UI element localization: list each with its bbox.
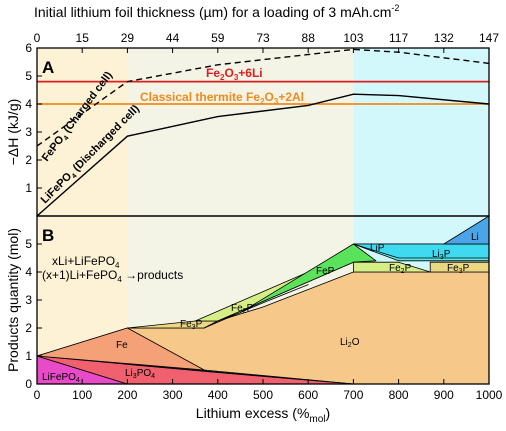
a-ytick-label-5: 5 <box>25 69 32 83</box>
label-fe: Fe <box>116 340 128 351</box>
label-li3po4: Li3PO4 <box>125 368 155 380</box>
label-fep: FeP <box>316 266 335 277</box>
top-axis-label: Initial lithium foil thickness (µm) for … <box>34 3 399 20</box>
bottom-tick-label-1: 100 <box>72 388 92 402</box>
bottom-tick-label-4: 400 <box>208 388 228 402</box>
panel-b-ylabel: Products quantity (mol) <box>5 228 21 372</box>
panel-b-product-areas <box>36 215 490 385</box>
bottom-tick-label-3: 300 <box>163 388 183 402</box>
panel-a-lines <box>36 48 490 217</box>
panel-a-background-regions <box>37 48 489 216</box>
bottom-tick-label-8: 800 <box>389 388 409 402</box>
top-axis-label-sup: -2 <box>391 3 399 13</box>
top-axis-label-main: Initial lithium foil thickness (µm) for … <box>34 4 391 20</box>
bottom-tick-label-10: 1000 <box>476 388 503 402</box>
panel-b-letter: B <box>42 226 54 245</box>
bottom-tick-label-7: 700 <box>343 388 363 402</box>
b-ytick-label-1: 1 <box>25 349 32 363</box>
bottom-axis-label: Lithium excess (%mol) <box>196 405 330 425</box>
label-li3p: Li3P <box>432 249 451 261</box>
thermite-label: Classical thermite Fe2O3+2Al <box>140 90 304 106</box>
product-labels: LiFePO4 Li3PO4 Fe Fe3P Fe2P FeP Li2O LiP… <box>42 232 479 384</box>
a-ytick-label-1: 1 <box>25 181 32 195</box>
b-ytick-label-5: 5 <box>25 237 32 251</box>
top-tick-label-9: 132 <box>434 31 454 45</box>
top-tick-label-4: 59 <box>211 31 225 45</box>
bottom-tick-label-6: 600 <box>298 388 318 402</box>
bottom-tick-label-2: 200 <box>117 388 137 402</box>
top-tick-label-10: 147 <box>479 31 499 45</box>
b-ytick-label-2: 2 <box>25 321 32 335</box>
top-tick-label-3: 44 <box>166 31 180 45</box>
reaction-line-2: (x+1)Li+FePO4 →products <box>42 268 183 284</box>
bgA-grey-region <box>127 48 354 216</box>
area-fep <box>217 243 377 322</box>
series-line-0 <box>36 48 490 147</box>
bgA-yellow-region <box>37 48 128 216</box>
a-ytick-label-4: 4 <box>25 97 32 111</box>
b-ytick-label-0: 0 <box>25 377 32 391</box>
bottom-tick-label-0: 0 <box>34 388 41 402</box>
label-fe2p-left: Fe2P <box>231 303 254 315</box>
label-fe3p: Fe3P <box>180 319 203 331</box>
top-tick-label-8: 117 <box>389 31 408 45</box>
label-lip: LiP <box>370 243 385 254</box>
reaction-line-1: xLi+LiFePO4 <box>52 254 120 270</box>
label-lifepo4: LiFePO4 <box>42 372 80 384</box>
top-tick-label-1: 15 <box>76 31 90 45</box>
label-li2o: Li2O <box>340 337 360 349</box>
b-ytick-label-3: 3 <box>25 293 32 307</box>
b-ytick-label-4: 4 <box>25 265 32 279</box>
label-fe3p-right: Fe3P <box>447 263 470 275</box>
panel-a-ylabel: −ΔH (kJ/g) <box>5 99 21 166</box>
a-ytick-label-6: 6 <box>25 41 32 55</box>
bgA-cyan-region <box>353 48 489 216</box>
panel-a-letter: A <box>42 58 54 77</box>
top-tick-label-7: 103 <box>343 31 363 45</box>
a-ytick-label-2: 2 <box>25 153 32 167</box>
bottom-tick-label-5: 500 <box>253 388 273 402</box>
label-fe2p-right: Fe2P <box>389 263 412 275</box>
top-tick-label-6: 88 <box>302 31 316 45</box>
label-li: Li <box>471 232 479 243</box>
a-ytick-label-3: 3 <box>25 125 32 139</box>
bottom-axis-label-sub: mol <box>309 414 325 425</box>
top-tick-label-5: 73 <box>256 31 270 45</box>
series-line-1 <box>36 93 490 217</box>
bottom-tick-label-9: 900 <box>434 388 454 402</box>
top-tick-label-2: 29 <box>121 31 135 45</box>
area-fe <box>36 327 205 371</box>
top-tick-label-0: 0 <box>34 31 41 45</box>
